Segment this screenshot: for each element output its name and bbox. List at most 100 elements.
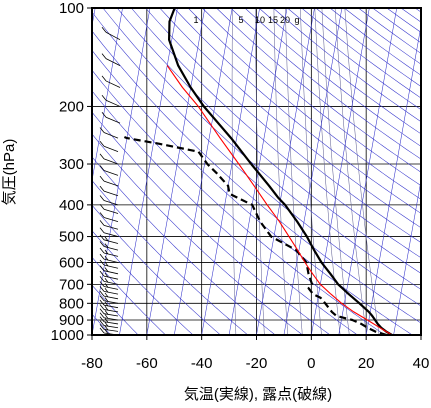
wind-barb-flag <box>104 249 109 255</box>
isotherm <box>283 8 343 335</box>
wind-barb <box>103 217 119 222</box>
wind-barb <box>103 264 119 269</box>
wind-barb-flag <box>104 321 109 327</box>
wind-barb <box>105 116 121 124</box>
x-axis-title: 気温(実線), 露点(破線) <box>184 386 332 403</box>
mixing-ratio-line <box>255 8 265 335</box>
y-tick-label: 100 <box>59 0 84 17</box>
dry-adiabat <box>102 8 421 290</box>
wind-barb <box>103 328 119 332</box>
wind-barb-flag <box>99 265 105 271</box>
isotherm <box>256 8 315 335</box>
wind-barb <box>103 286 119 290</box>
mixing-ratio-line <box>300 8 322 335</box>
x-tick-label: -40 <box>191 355 213 372</box>
mixing-ratio-line <box>285 8 303 335</box>
dry-adiabat <box>92 180 249 335</box>
series-dewpoint-line <box>123 135 388 335</box>
wind-barb-flag <box>104 318 109 323</box>
wind-barb-flag <box>104 325 109 331</box>
wind-barb-flag <box>99 195 105 201</box>
wind-barb-flag <box>101 53 107 59</box>
isotherm <box>311 8 370 335</box>
dry-adiabat <box>92 90 358 335</box>
isotherm <box>393 178 421 335</box>
y-tick-label: 200 <box>59 98 84 115</box>
mixing-ratio-line <box>344 8 380 335</box>
wind-barb-flag <box>99 234 105 241</box>
dry-adiabat <box>92 11 421 307</box>
wind-barb <box>103 317 119 321</box>
wind-barb-flag <box>99 165 105 171</box>
wind-barb-flag <box>104 267 109 272</box>
wind-barb-flag <box>104 283 109 288</box>
x-tick-label: 20 <box>358 355 375 372</box>
dry-adiabat <box>92 30 421 324</box>
dry-adiabat <box>92 204 221 335</box>
y-tick-label: 700 <box>59 276 84 293</box>
mixing-ratio-label: 15 <box>268 15 278 25</box>
dry-adiabat <box>173 8 421 214</box>
mixing-ratio-line <box>273 8 289 335</box>
wind-barb-flag <box>104 236 109 242</box>
mixing-ratio-labels: 1 5 10 15 20 g <box>193 15 299 25</box>
mixing-ratio-line <box>334 8 367 335</box>
wind-barb-flag <box>101 112 107 118</box>
series-temperature-line <box>168 8 393 335</box>
wind-barb <box>103 295 119 300</box>
wind-barb-flag <box>99 304 105 310</box>
wind-barb <box>103 232 119 237</box>
dry-adiabat <box>344 8 421 65</box>
wind-barb-flag <box>104 261 109 267</box>
wind-barb-flag <box>99 127 105 133</box>
y-tick-label: 300 <box>59 156 84 173</box>
isotherm <box>173 8 233 335</box>
wind-barb-flag <box>99 185 105 192</box>
wind-barb <box>103 239 119 244</box>
isotherm <box>119 8 178 335</box>
wind-barb <box>103 190 119 197</box>
dry-adiabat <box>92 156 276 335</box>
dry-adiabat <box>92 111 331 335</box>
dry-adiabat <box>92 230 194 335</box>
wind-barb-flag <box>101 27 107 33</box>
wind-barb <box>103 224 119 230</box>
wind-barb-flag <box>99 270 105 277</box>
wind-barb-flag <box>99 286 105 292</box>
dry-adiabat <box>216 8 421 173</box>
dry-adiabat <box>116 8 421 274</box>
mixing-ratio-line <box>321 8 350 335</box>
wind-barb-flag <box>99 247 105 254</box>
wind-barb <box>103 132 119 139</box>
dry-adiabat <box>131 8 421 259</box>
wind-barb-flag <box>101 94 107 101</box>
x-tick-label: 40 <box>413 355 430 372</box>
wind-barb-flag <box>99 299 105 306</box>
wind-barb-flag <box>104 278 109 283</box>
wind-barb <box>105 80 121 88</box>
dry-adiabat <box>92 69 386 335</box>
series-layer <box>123 8 393 335</box>
isotherm <box>92 8 151 335</box>
wind-barb <box>105 31 121 41</box>
wind-barb-flag <box>104 287 109 293</box>
isotherm <box>365 24 421 335</box>
dry-adiabat <box>187 8 421 200</box>
y-tick-label: 1000 <box>51 327 84 344</box>
isotherm <box>420 333 421 335</box>
wind-barb-flag <box>104 292 109 298</box>
wind-barb <box>103 145 119 153</box>
wind-barb-layer <box>99 27 121 336</box>
dry-adiabat <box>230 8 421 160</box>
dry-adiabat <box>159 8 421 229</box>
wind-barb-flag <box>99 153 105 160</box>
wind-barb-flag <box>99 212 105 218</box>
x-tick-label: 0 <box>307 355 315 372</box>
isotherm <box>146 8 206 335</box>
wind-barb-flag <box>99 316 105 322</box>
wind-barb-flag <box>99 241 105 247</box>
wind-barb-flag <box>99 227 105 234</box>
wind-barb-flag <box>99 290 105 297</box>
